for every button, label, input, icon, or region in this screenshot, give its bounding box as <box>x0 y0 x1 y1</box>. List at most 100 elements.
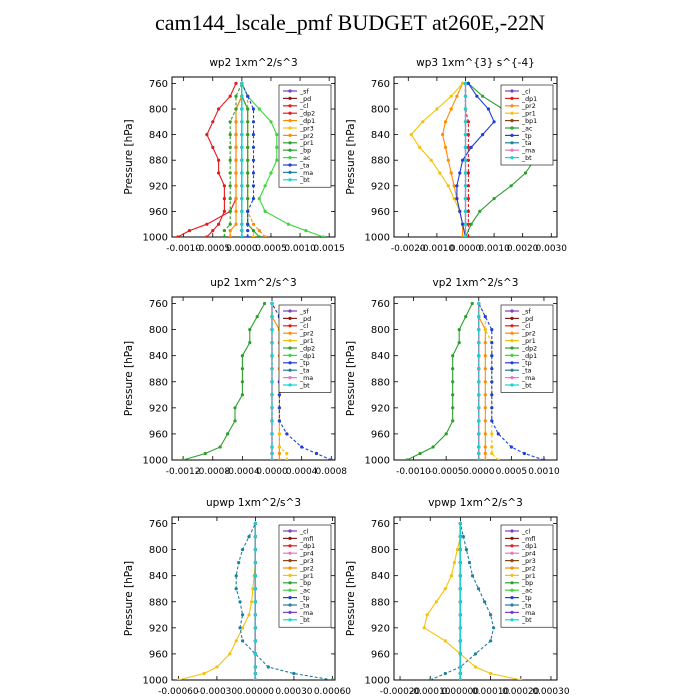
legend-label: _ma <box>521 375 535 382</box>
x-tick-label: 0.00030 <box>532 687 569 697</box>
data-point <box>329 458 333 460</box>
x-tick-label: 0.0010 <box>478 244 510 254</box>
y-tick-label: 880 <box>371 597 390 608</box>
data-point <box>240 235 244 237</box>
y-tick-label: 960 <box>371 649 390 660</box>
y-axis-label: Pressure [hPa] <box>123 119 135 194</box>
data-point <box>475 94 479 98</box>
x-tick-label: 0.0005 <box>255 244 287 254</box>
legend-label: _tp <box>521 133 532 140</box>
y-tick-label: 880 <box>149 377 168 388</box>
data-point <box>241 613 245 617</box>
data-point <box>217 222 221 226</box>
legend-marker <box>510 544 514 548</box>
data-point <box>483 419 487 423</box>
legend-label: _dp1 <box>299 353 315 360</box>
legend-label: _pd <box>299 96 311 103</box>
data-point <box>519 678 523 680</box>
x-tick-label: 0.0015 <box>313 244 345 254</box>
data-point <box>409 133 413 137</box>
data-point <box>458 587 462 591</box>
data-point <box>457 341 461 345</box>
data-point <box>240 81 244 85</box>
legend-marker <box>288 126 292 130</box>
data-point <box>263 209 267 213</box>
data-point <box>477 315 481 319</box>
panel-title: upwp 1xm^2/s^3 <box>206 497 301 509</box>
data-point <box>490 341 494 345</box>
legend-marker <box>288 346 292 350</box>
legend-marker <box>510 119 514 123</box>
data-point <box>457 328 461 332</box>
legend-marker <box>288 361 292 365</box>
data-point <box>285 432 289 436</box>
legend-label: _ta <box>299 162 310 169</box>
data-point <box>466 145 470 149</box>
data-point <box>269 171 273 175</box>
data-point <box>253 665 257 669</box>
data-point <box>222 197 226 201</box>
data-point <box>217 158 221 162</box>
data-point <box>275 158 279 162</box>
data-point <box>477 432 481 436</box>
data-point <box>285 451 289 456</box>
data-point <box>234 222 238 226</box>
legend-label: _sf <box>299 88 309 95</box>
legend-marker <box>288 383 292 387</box>
legend-label: _ma <box>299 610 313 617</box>
data-point <box>490 432 494 436</box>
data-point <box>473 652 478 656</box>
data-point <box>205 222 209 226</box>
legend-label: _sf <box>521 308 531 315</box>
y-tick-label: 800 <box>149 325 168 336</box>
data-point <box>458 613 462 617</box>
data-point <box>234 171 238 175</box>
data-point <box>470 574 475 578</box>
data-point <box>542 458 546 460</box>
data-point <box>451 406 455 410</box>
data-point <box>478 209 482 213</box>
data-point <box>489 613 493 617</box>
legend-marker <box>288 111 292 115</box>
data-point <box>234 94 238 98</box>
legend-label: _ta <box>299 602 310 609</box>
data-point <box>451 354 455 358</box>
data-point <box>444 432 448 436</box>
data-point <box>286 222 290 226</box>
legend-label: _tp <box>521 360 532 367</box>
data-point <box>246 94 250 98</box>
data-point <box>270 367 274 371</box>
legend-label: _pr1 <box>521 111 536 118</box>
data-point <box>483 458 487 460</box>
data-point <box>251 171 256 175</box>
data-point <box>489 671 493 676</box>
legend-marker <box>510 596 514 600</box>
data-point <box>466 120 470 124</box>
data-point <box>253 521 257 526</box>
data-point <box>246 229 250 233</box>
panel-title: up2 1xm^2/s^3 <box>210 277 296 289</box>
data-point <box>463 158 468 162</box>
data-point <box>469 222 473 226</box>
data-point <box>441 133 445 137</box>
legend-label: _pr2 <box>299 133 314 140</box>
data-point <box>246 235 250 237</box>
legend-marker <box>510 536 514 541</box>
data-point <box>455 184 459 188</box>
legend-label: _pr3 <box>299 125 314 132</box>
data-point <box>463 145 468 149</box>
data-point <box>443 120 448 124</box>
data-point <box>241 548 245 552</box>
series-line-ac <box>241 83 324 237</box>
data-point <box>477 451 481 456</box>
data-point <box>483 315 487 319</box>
data-point <box>458 671 462 676</box>
data-point <box>463 197 468 201</box>
y-tick-label: 960 <box>149 207 168 218</box>
data-point <box>464 315 468 319</box>
legend-label: _dp2 <box>521 345 537 352</box>
data-point <box>240 171 244 175</box>
legend-marker <box>288 133 292 137</box>
series-line-tp <box>478 303 545 460</box>
y-tick-label: 840 <box>371 351 390 362</box>
